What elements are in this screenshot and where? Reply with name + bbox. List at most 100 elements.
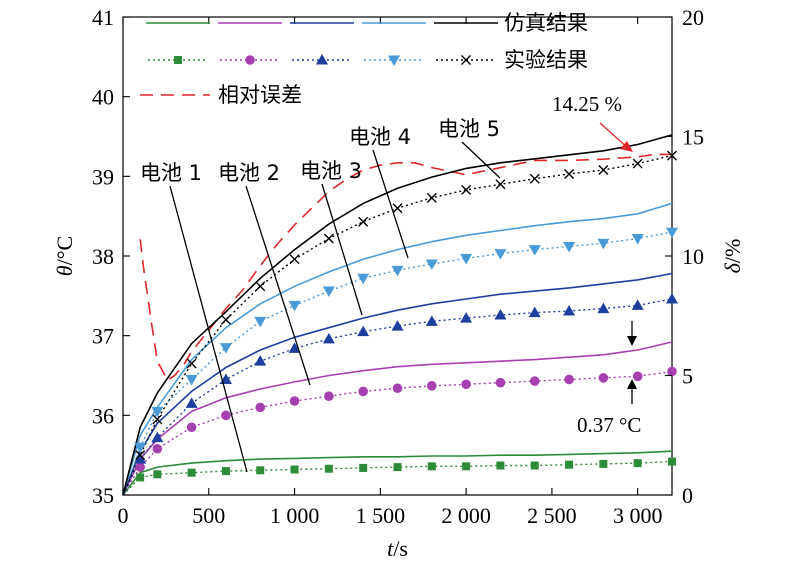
exp-point-2 [529, 376, 540, 386]
exp-line-1 [122, 460, 673, 496]
y2-axis-label-var: δ [720, 262, 745, 273]
exp-point-3 [254, 355, 267, 366]
y2-axis: 0 5 10 15 20 [665, 5, 704, 508]
y2-tick-label: 15 [682, 125, 704, 150]
x-axis-label-unit: /s [393, 536, 408, 561]
legend-exp-marker [316, 54, 328, 65]
exp-point-1 [359, 463, 368, 472]
exp-point-4 [219, 343, 232, 354]
exp-point-2 [255, 402, 266, 413]
exp-point-1 [565, 460, 574, 469]
legend: 仿真结果 实验结果 相对误差 [140, 11, 588, 107]
y-axis: 35 36 37 38 39 40 41 [92, 5, 130, 508]
exp-point-3 [460, 312, 473, 323]
exp-point-5 [186, 358, 197, 369]
delta-arrowhead-top [627, 336, 637, 346]
exp-point-4 [134, 442, 147, 454]
cell-label-1: 电池 1 [140, 161, 202, 185]
exp-point-3 [425, 315, 438, 326]
cell-leader-lines [169, 141, 501, 473]
legend-exp-label: 实验结果 [504, 48, 588, 72]
exp-point-4 [631, 233, 644, 245]
exp-point-3 [288, 342, 301, 353]
exp-point-5 [598, 164, 609, 175]
exp-point-3 [528, 306, 541, 318]
y-axis-label-unit: /°C [52, 236, 77, 266]
y-tick-label: 37 [92, 324, 114, 349]
exp-point-1 [324, 464, 333, 473]
exp-point-4 [425, 259, 438, 270]
exp-point-5 [358, 216, 369, 227]
y2-tick-label: 10 [682, 244, 704, 269]
legend-exp-marker [245, 55, 255, 65]
max-error-annotation: 14.25 % [552, 92, 622, 116]
leader-line-1 [169, 185, 248, 473]
exp-point-5 [461, 184, 472, 195]
exp-point-1 [256, 466, 265, 475]
y2-axis-label: δ/% [720, 239, 745, 274]
exp-point-2 [392, 383, 403, 394]
y-tick-label: 39 [92, 164, 114, 189]
exp-point-1 [153, 470, 162, 479]
cell-label-2: 电池 2 [218, 161, 280, 185]
leader-line-4 [372, 149, 409, 259]
exp-point-5 [323, 233, 334, 244]
exp-point-3 [631, 299, 644, 310]
y2-tick-label: 0 [682, 483, 693, 508]
exp-point-3 [494, 308, 507, 320]
exp-point-4 [254, 316, 267, 328]
y2-tick-label: 5 [682, 364, 693, 389]
exp-point-4 [357, 273, 370, 285]
exp-line-3 [122, 298, 673, 496]
exp-point-4 [528, 245, 541, 256]
exp-point-5 [289, 254, 300, 265]
delta-temp-annotation: 0.37 °C [577, 413, 641, 437]
cell-label-5: 电池 5 [438, 117, 500, 141]
x-tick-label: 3 000 [613, 503, 663, 528]
exp-point-1 [530, 461, 539, 470]
exp-point-2 [461, 379, 471, 390]
exp-point-1 [633, 459, 642, 468]
exp-point-4 [322, 286, 335, 298]
exp-point-5 [632, 158, 643, 169]
legend-sim-label: 仿真结果 [504, 11, 588, 35]
exp-line-4 [122, 231, 673, 496]
exp-point-4 [391, 265, 404, 277]
exp-point-4 [288, 300, 301, 312]
error-series [139, 153, 672, 382]
legend-exp-samples [148, 54, 496, 66]
exp-point-2 [135, 462, 145, 472]
y-tick-label: 40 [92, 85, 114, 110]
exp-line-2 [122, 370, 673, 496]
exp-point-5 [529, 173, 540, 184]
exp-point-4 [151, 406, 164, 418]
y-tick-label: 38 [92, 244, 114, 269]
exp-point-5 [564, 168, 575, 179]
delta-arrowhead-bottom [627, 379, 637, 389]
exp-point-1 [462, 462, 471, 471]
exp-point-3 [357, 325, 370, 337]
x-axis-label-var: t [387, 536, 394, 561]
exp-point-3 [322, 332, 335, 344]
exp-point-5 [426, 192, 437, 203]
exp-point-5 [135, 450, 146, 461]
x-tick-label: 1 500 [356, 503, 406, 528]
data-series [122, 134, 673, 496]
exp-point-4 [185, 374, 198, 386]
cell-label-4: 电池 4 [349, 125, 411, 149]
exp-point-1 [496, 461, 505, 470]
plot-area [122, 16, 678, 496]
delta-temp-arrows [627, 321, 637, 404]
y-tick-label: 41 [92, 5, 114, 30]
exp-point-1 [599, 459, 608, 468]
max-error-arrowhead [620, 141, 633, 152]
x-tick-label: 1 000 [270, 503, 320, 528]
exp-point-2 [427, 381, 437, 391]
legend-exp-marker [174, 56, 182, 64]
leader-line-5 [461, 141, 501, 179]
y2-axis-label-unit: /% [720, 239, 745, 263]
exp-point-1 [668, 457, 676, 466]
sim-line-2 [122, 341, 673, 496]
y-tick-label: 36 [92, 403, 114, 428]
